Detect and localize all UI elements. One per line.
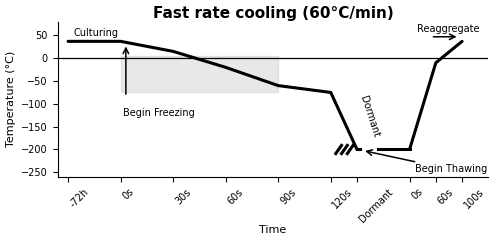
Text: Begin Freezing: Begin Freezing: [123, 107, 195, 118]
Y-axis label: Temperature (°C): Temperature (°C): [6, 51, 16, 147]
Text: Reaggregate: Reaggregate: [418, 25, 480, 34]
Text: Begin Thawing: Begin Thawing: [415, 164, 487, 174]
Text: Culturing: Culturing: [74, 28, 118, 38]
Title: Fast rate cooling (60°C/min): Fast rate cooling (60°C/min): [152, 6, 394, 20]
Text: Dormant: Dormant: [358, 95, 381, 139]
X-axis label: Time: Time: [260, 225, 286, 235]
